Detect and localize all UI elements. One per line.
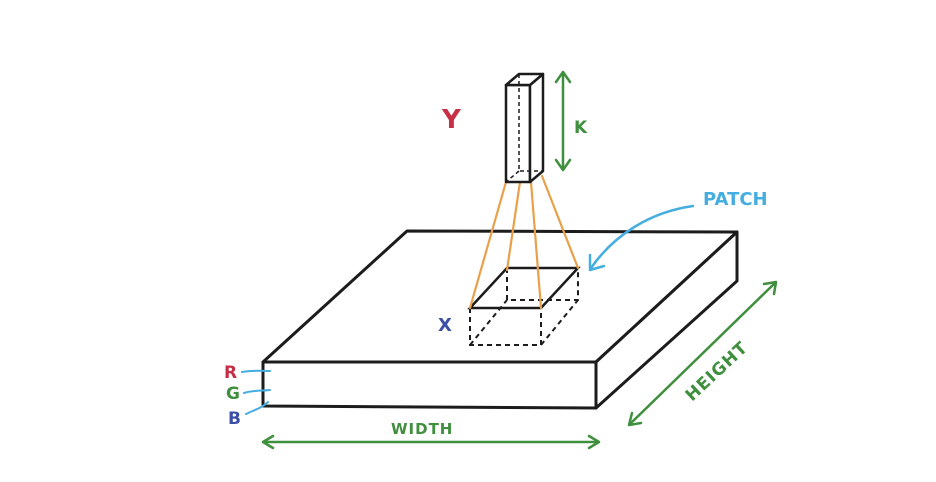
g-tick (243, 389, 271, 394)
column-front-face (504, 83, 532, 184)
patch-pointer-arrow (588, 204, 695, 272)
height-dimension-arrow (627, 280, 778, 427)
r-tick (241, 369, 271, 373)
output-column (504, 72, 545, 184)
channel-ticks (241, 369, 271, 415)
column-top-face (504, 72, 545, 87)
column-side-face (528, 72, 545, 184)
x-label: X (438, 315, 452, 336)
slab-side-face (594, 230, 739, 410)
slab-front-face (261, 360, 598, 410)
b-tick (245, 401, 269, 415)
input-slab (261, 229, 739, 410)
r-label: R (224, 363, 237, 383)
y-label: Y (441, 105, 462, 135)
g-label: G (226, 384, 240, 404)
projection-line (468, 180, 508, 310)
height-label: HEIGHT (682, 338, 753, 406)
projection-line (505, 180, 522, 272)
patch-hidden-edges (469, 268, 579, 346)
projection-line (529, 180, 543, 310)
projection-line (540, 174, 580, 270)
k-label: K (574, 118, 588, 138)
k-dimension-arrow (554, 70, 572, 172)
width-dimension-arrow (261, 434, 601, 450)
patch-label: PATCH (703, 189, 768, 210)
projection-lines (468, 174, 580, 310)
b-label: B (228, 409, 241, 429)
width-label: WIDTH (391, 420, 453, 438)
column-hidden-edges (505, 74, 543, 183)
